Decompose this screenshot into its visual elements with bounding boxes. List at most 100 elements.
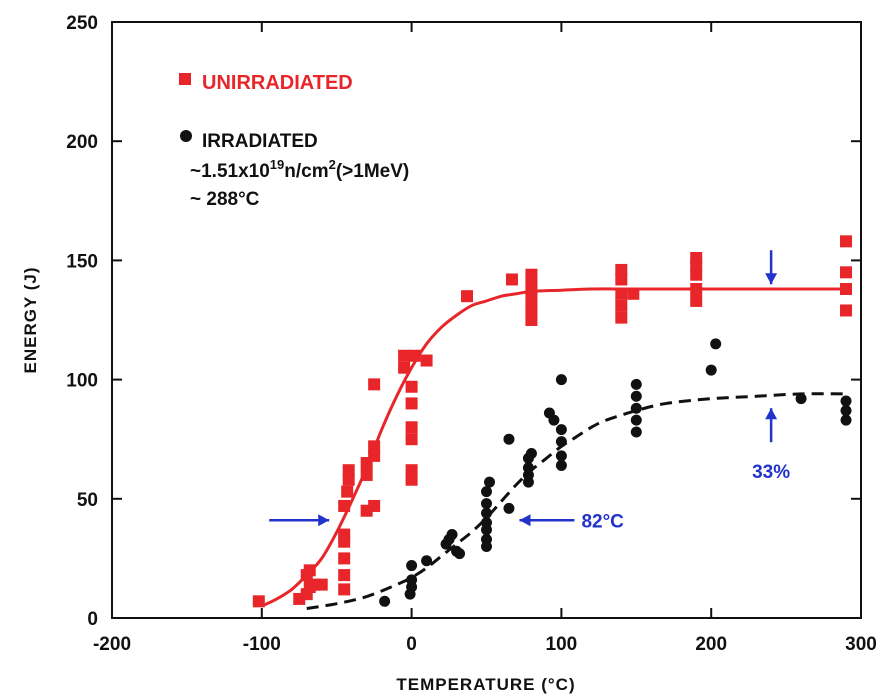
data-point-irradiated [705,364,717,376]
data-point-irradiated [525,448,537,460]
data-point-irradiated [548,414,560,426]
data-point-unirradiated [840,304,853,317]
fit-curves [261,287,847,610]
annotation-arrow-82c-head [519,514,531,527]
data-point-unirradiated [615,273,628,286]
data-point-unirradiated [303,564,316,577]
legend-label-fluence: ~1.51x1019n/cm2(>1MeV) [190,157,409,182]
data-point-irradiated [421,555,433,567]
legend-marker-unirradiated [179,73,191,85]
data-point-unirradiated [615,263,628,276]
x-axis-title: TEMPERATURE (°C) [396,675,575,694]
data-point-unirradiated [405,464,418,477]
data-point-unirradiated [690,294,703,307]
annotation-arrow-right-head [318,514,330,527]
data-point-irradiated [406,574,418,586]
data-point-irradiated [795,393,807,405]
data-points [252,235,853,608]
data-point-unirradiated [615,287,628,300]
legend-label-unirradiated: UNIRRADIATED [202,72,353,94]
x-tick-label: 200 [695,634,727,655]
data-point-unirradiated [840,283,853,296]
data-point-irradiated [630,390,642,402]
data-point-unirradiated [368,378,381,391]
annotation-arrow-up-head [765,408,778,420]
y-tick-label: 50 [77,490,98,511]
annotation-label-33pct: 33% [752,462,790,483]
fit-curve-irradiated [306,392,847,610]
data-point-unirradiated [405,473,418,486]
data-point-unirradiated [338,583,351,596]
y-tick-label: 100 [66,371,98,392]
x-tick-label: 100 [546,634,578,655]
data-point-unirradiated [338,552,351,565]
data-point-irradiated [503,433,515,445]
data-point-unirradiated [405,380,418,393]
data-point-unirradiated [690,252,703,265]
fluence-prefix: ~1.51x10 [190,161,270,182]
data-point-unirradiated [368,440,381,453]
legend: UNIRRADIATED IRRADIATED ~1.51x1019n/cm2(… [179,72,409,210]
x-tick-label: 0 [406,634,417,655]
data-point-unirradiated [341,485,354,498]
data-point-irradiated [406,560,418,572]
legend-label-temperature: ~ 288°C [190,189,260,210]
legend-label-irradiated: IRRADIATED [202,131,318,152]
data-point-unirradiated [405,397,418,410]
data-point-irradiated [503,502,515,514]
data-point-irradiated [555,424,567,436]
annotation-arrow-82c [519,514,575,527]
data-point-irradiated [630,414,642,426]
data-point-unirradiated [368,449,381,462]
legend-marker-irradiated [180,130,192,142]
data-point-irradiated [481,498,492,510]
fluence-unit-exponent: 2 [329,157,336,172]
data-point-unirradiated [405,421,418,434]
data-point-unirradiated [627,287,640,300]
fluence-suffix: (>1MeV) [336,161,409,182]
data-point-unirradiated [338,528,351,541]
data-point-irradiated [555,459,567,471]
fluence-exponent: 19 [270,157,284,172]
data-point-irradiated [710,338,722,350]
data-point-irradiated [454,548,466,560]
y-tick-label: 250 [66,13,98,34]
data-point-unirradiated [461,290,474,303]
data-point-unirradiated [315,578,328,591]
data-point-irradiated [481,486,492,498]
data-point-unirradiated [408,349,421,362]
plot-frame [111,21,862,619]
fluence-unit: n/cm [284,161,328,182]
data-point-unirradiated [615,311,628,324]
annotation-arrow-right [269,514,330,527]
annotation-arrow-down-head [765,273,778,285]
data-point-irradiated [555,450,567,462]
y-tick-label: 150 [66,251,98,272]
data-point-irradiated [481,533,492,545]
data-point-unirradiated [360,504,373,517]
data-point-irradiated [483,476,495,488]
data-point-unirradiated [505,273,518,286]
data-point-unirradiated [690,268,703,281]
axis-ticks [111,21,862,619]
data-point-irradiated [379,595,391,607]
data-point-unirradiated [342,473,355,486]
data-point-unirradiated [342,464,355,477]
data-point-irradiated [481,507,492,519]
data-point-unirradiated [368,499,381,512]
x-tick-label: -100 [243,634,281,655]
annotation-arrow-down [765,250,778,285]
data-point-unirradiated [840,266,853,279]
annotations: 82°C 33% [269,250,790,532]
data-point-irradiated [555,436,567,448]
y-axis-title: ENERGY (J) [21,267,40,374]
data-point-irradiated [630,378,642,390]
data-point-unirradiated [690,283,703,296]
data-point-irradiated [522,462,534,474]
data-point-unirradiated [338,569,351,582]
data-point-unirradiated [525,299,538,312]
y-tick-label: 200 [66,132,98,153]
data-point-unirradiated [360,468,373,481]
